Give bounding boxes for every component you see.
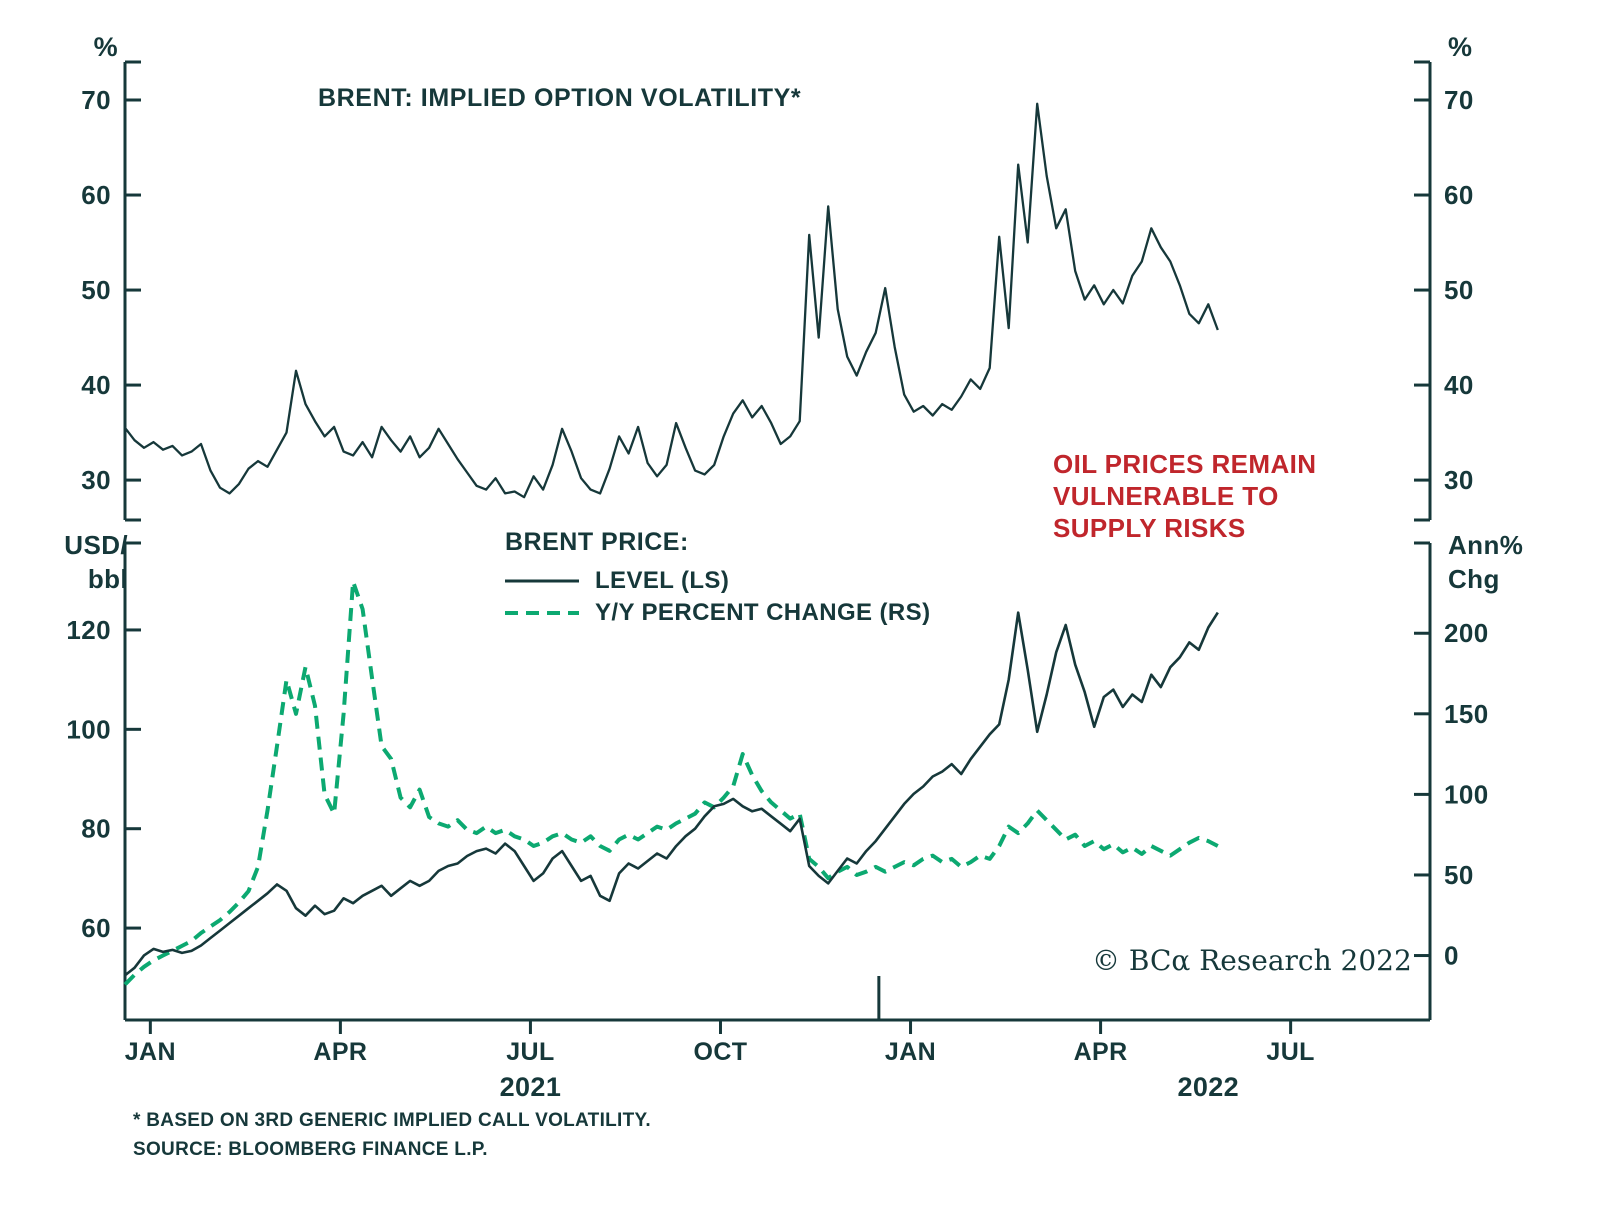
- svg-text:0: 0: [1444, 941, 1459, 971]
- legend-label-level: LEVEL (LS): [595, 567, 730, 594]
- y-axis-unit-bottom-right: Ann% Chg: [1448, 528, 1523, 596]
- ann-label-line2: Chg: [1448, 564, 1500, 594]
- svg-text:150: 150: [1444, 699, 1489, 729]
- annotation-supply-risks: OIL PRICES REMAIN VULNERABLE TO SUPPLY R…: [1053, 448, 1373, 544]
- svg-text:2022: 2022: [1177, 1072, 1239, 1102]
- legend-label-yoy: Y/Y PERCENT CHANGE (RS): [595, 599, 931, 626]
- svg-text:2021: 2021: [500, 1072, 562, 1102]
- svg-text:OCT: OCT: [693, 1038, 747, 1066]
- annotation-line1: OIL PRICES REMAIN: [1053, 449, 1317, 479]
- ann-label-line1: Ann%: [1448, 530, 1524, 560]
- copyright-notice: © BCα Research 2022: [1092, 944, 1412, 977]
- svg-text:JAN: JAN: [125, 1038, 176, 1066]
- dashed-line-swatch-icon: [505, 611, 579, 615]
- svg-text:70: 70: [81, 85, 111, 115]
- svg-text:120: 120: [66, 615, 111, 645]
- annotation-line2: VULNERABLE TO: [1053, 481, 1279, 511]
- footnote-volatility: * BASED ON 3RD GENERIC IMPLIED CALL VOLA…: [133, 1110, 651, 1131]
- svg-text:200: 200: [1444, 618, 1489, 648]
- svg-text:50: 50: [1444, 860, 1474, 890]
- svg-text:JUL: JUL: [1266, 1038, 1314, 1066]
- svg-text:80: 80: [81, 814, 111, 844]
- y-axis-unit-top-right: %: [1448, 32, 1473, 62]
- svg-text:JUL: JUL: [506, 1038, 554, 1066]
- svg-text:60: 60: [81, 913, 111, 943]
- legend-item-yoy: Y/Y PERCENT CHANGE (RS): [505, 597, 930, 629]
- svg-text:70: 70: [1444, 85, 1474, 115]
- svg-text:JAN: JAN: [885, 1038, 936, 1066]
- svg-text:APR: APR: [313, 1038, 367, 1066]
- svg-text:40: 40: [81, 370, 111, 400]
- svg-text:100: 100: [1444, 779, 1489, 809]
- svg-text:APR: APR: [1074, 1038, 1128, 1066]
- usd-label-line2: bbl: [87, 564, 128, 594]
- legend-title: BRENT PRICE:: [505, 528, 689, 556]
- svg-text:50: 50: [81, 275, 111, 305]
- svg-text:40: 40: [1444, 370, 1474, 400]
- svg-text:50: 50: [1444, 275, 1474, 305]
- solid-line-swatch-icon: [505, 579, 579, 583]
- annotation-line3: SUPPLY RISKS: [1053, 513, 1246, 543]
- legend-item-level: LEVEL (LS): [505, 565, 930, 597]
- footnote-source: SOURCE: BLOOMBERG FINANCE L.P.: [133, 1139, 488, 1160]
- svg-text:30: 30: [81, 465, 111, 495]
- svg-text:60: 60: [1444, 180, 1474, 210]
- top-panel-title: BRENT: IMPLIED OPTION VOLATILITY*: [318, 84, 802, 112]
- svg-text:30: 30: [1444, 465, 1474, 495]
- y-axis-unit-top-left: %: [93, 32, 118, 62]
- legend: BRENT PRICE: LEVEL (LS) Y/Y PERCENT CHAN…: [505, 528, 930, 629]
- y-axis-unit-bottom-left: USD/ bbl: [40, 528, 128, 596]
- usd-label-line1: USD/: [64, 530, 128, 560]
- svg-text:60: 60: [81, 180, 111, 210]
- svg-text:100: 100: [66, 714, 111, 744]
- footnotes: * BASED ON 3RD GENERIC IMPLIED CALL VOLA…: [133, 1106, 651, 1164]
